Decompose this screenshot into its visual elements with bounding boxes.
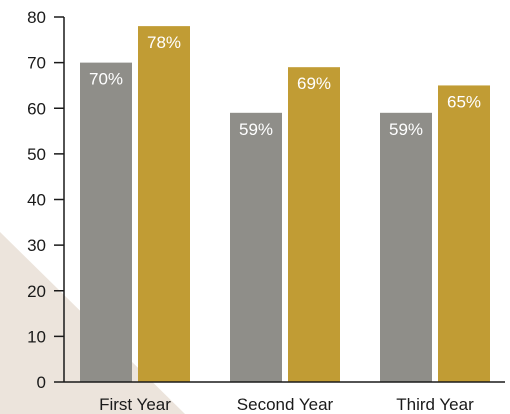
y-tick-label: 30 <box>27 236 46 255</box>
y-tick-label: 40 <box>27 191 46 210</box>
y-tick-label: 60 <box>27 99 46 118</box>
y-tick-label: 80 <box>27 8 46 27</box>
x-category-label: Second Year <box>237 395 334 414</box>
bar-data-label: 65% <box>447 92 481 111</box>
y-tick-label: 20 <box>27 282 46 301</box>
y-tick-label: 70 <box>27 54 46 73</box>
bar-data-label: 78% <box>147 33 181 52</box>
y-tick-label: 10 <box>27 327 46 346</box>
x-category-label: Third Year <box>396 395 474 414</box>
bars-group: 70% 78% 59% 69% 59% 65% <box>80 26 490 382</box>
y-ticks-group: 0 10 20 30 40 50 60 70 80 <box>27 8 64 392</box>
bar-series-2 <box>138 26 190 382</box>
bar-series-2 <box>438 85 490 382</box>
bar-series-1 <box>230 112 282 382</box>
x-categories-group: First Year Second Year Third Year <box>99 395 474 414</box>
bar-data-label: 70% <box>89 70 123 89</box>
bar-data-label: 69% <box>297 74 331 93</box>
bar-series-1 <box>80 62 132 382</box>
bar-series-1 <box>380 112 432 382</box>
y-tick-label: 0 <box>37 373 46 392</box>
bar-data-label: 59% <box>389 120 423 139</box>
y-tick-label: 50 <box>27 145 46 164</box>
x-category-label: First Year <box>99 395 171 414</box>
bar-series-2 <box>288 67 340 382</box>
bar-data-label: 59% <box>239 120 273 139</box>
